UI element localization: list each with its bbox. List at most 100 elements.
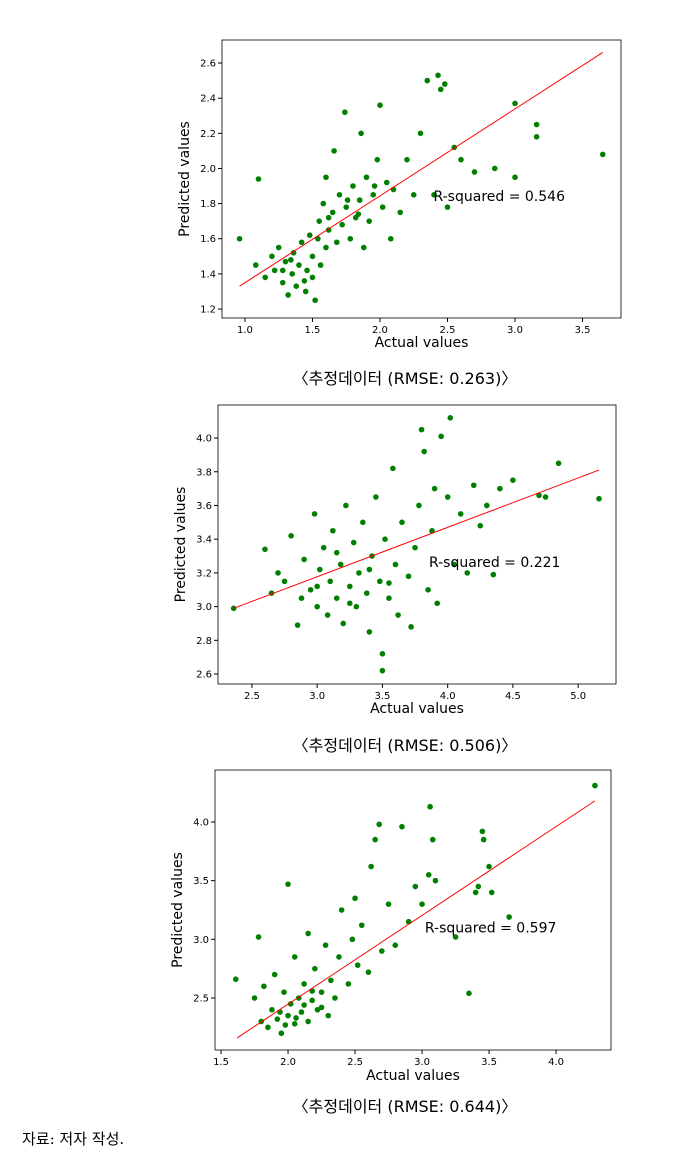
data-point <box>332 995 338 1001</box>
data-point <box>232 976 239 983</box>
data-point <box>281 989 287 995</box>
data-point <box>444 494 451 500</box>
source-note: 자료: 저자 작성. <box>22 1130 124 1148</box>
data-point <box>429 527 435 534</box>
data-point <box>355 211 362 217</box>
data-point <box>374 156 381 163</box>
data-point <box>421 448 427 455</box>
x-tick-label: 2.0 <box>372 325 388 336</box>
data-point <box>346 600 353 607</box>
data-point <box>399 519 405 526</box>
data-point <box>287 1001 294 1007</box>
data-point <box>317 262 324 268</box>
plot-frame <box>214 769 612 1051</box>
data-point <box>363 174 370 181</box>
x-axis-label: Actual values <box>370 701 464 717</box>
data-point <box>536 492 542 499</box>
data-point <box>288 257 294 263</box>
data-point <box>301 278 308 284</box>
data-point <box>379 204 386 210</box>
x-tick-label: 3.5 <box>481 1057 497 1068</box>
fit-line <box>236 800 596 1039</box>
data-point <box>322 942 329 949</box>
data-point <box>424 77 431 84</box>
data-point <box>356 570 362 576</box>
data-point <box>353 603 360 610</box>
data-point <box>370 192 377 198</box>
data-point <box>392 561 399 568</box>
data-point <box>318 989 325 995</box>
x-tick-label: 5.0 <box>570 691 586 702</box>
data-point <box>533 134 540 140</box>
y-tick-label: 1.8 <box>200 199 216 210</box>
data-point <box>533 121 540 128</box>
data-point <box>472 889 479 896</box>
data-point <box>435 72 441 79</box>
data-point <box>385 901 392 907</box>
data-point <box>365 969 372 975</box>
data-point <box>360 519 366 526</box>
y-tick-label: 2.5 <box>193 994 209 1005</box>
data-point <box>337 561 344 568</box>
data-point <box>347 235 354 242</box>
data-point <box>323 244 329 251</box>
x-tick-label: 4.0 <box>548 1057 564 1068</box>
data-point <box>279 267 286 274</box>
data-point <box>438 433 444 440</box>
data-point <box>372 836 378 843</box>
data-point <box>382 536 388 542</box>
data-point <box>338 907 345 913</box>
data-point <box>301 981 307 987</box>
data-point <box>282 258 289 265</box>
data-point <box>410 192 417 198</box>
data-point <box>309 253 316 260</box>
data-point <box>301 1002 307 1008</box>
data-point <box>331 148 337 154</box>
y-tick-label: 3.4 <box>196 535 212 546</box>
data-point <box>285 292 291 298</box>
data-point <box>373 494 379 500</box>
data-point <box>346 583 353 590</box>
data-point <box>368 863 374 870</box>
data-point <box>312 965 318 972</box>
data-point <box>379 948 385 954</box>
data-point <box>488 889 495 896</box>
data-point <box>457 511 464 517</box>
data-point <box>512 100 518 107</box>
data-point <box>366 629 373 635</box>
data-point <box>399 823 405 830</box>
data-point <box>379 651 386 657</box>
data-point <box>349 936 356 943</box>
data-point <box>323 174 329 181</box>
data-point <box>315 235 321 242</box>
data-point <box>325 214 332 221</box>
data-point <box>324 612 331 618</box>
data-point <box>333 595 340 601</box>
data-point <box>302 288 309 295</box>
data-point <box>464 570 471 576</box>
data-point <box>416 502 422 509</box>
data-point <box>555 460 562 467</box>
data-point <box>320 544 327 551</box>
data-point <box>271 267 278 274</box>
data-point <box>366 218 372 224</box>
data-point <box>470 482 477 489</box>
data-point <box>490 571 497 578</box>
data-point <box>293 283 300 289</box>
y-tick-label: 3.0 <box>196 602 212 613</box>
data-point <box>480 836 487 843</box>
data-point <box>298 239 305 246</box>
caption: 〈추정데이터 (RMSE: 0.506)〉 <box>293 736 518 755</box>
data-point <box>251 995 258 1001</box>
data-point <box>451 561 457 568</box>
data-point <box>265 1024 271 1031</box>
data-point <box>318 1004 325 1011</box>
data-point <box>330 527 336 534</box>
data-point <box>596 495 602 502</box>
data-point <box>291 1021 298 1027</box>
data-point <box>404 156 410 163</box>
x-tick-label: 2.5 <box>440 325 456 336</box>
data-point <box>366 566 373 573</box>
data-point <box>408 624 414 630</box>
x-tick-label: 3.0 <box>507 325 523 336</box>
